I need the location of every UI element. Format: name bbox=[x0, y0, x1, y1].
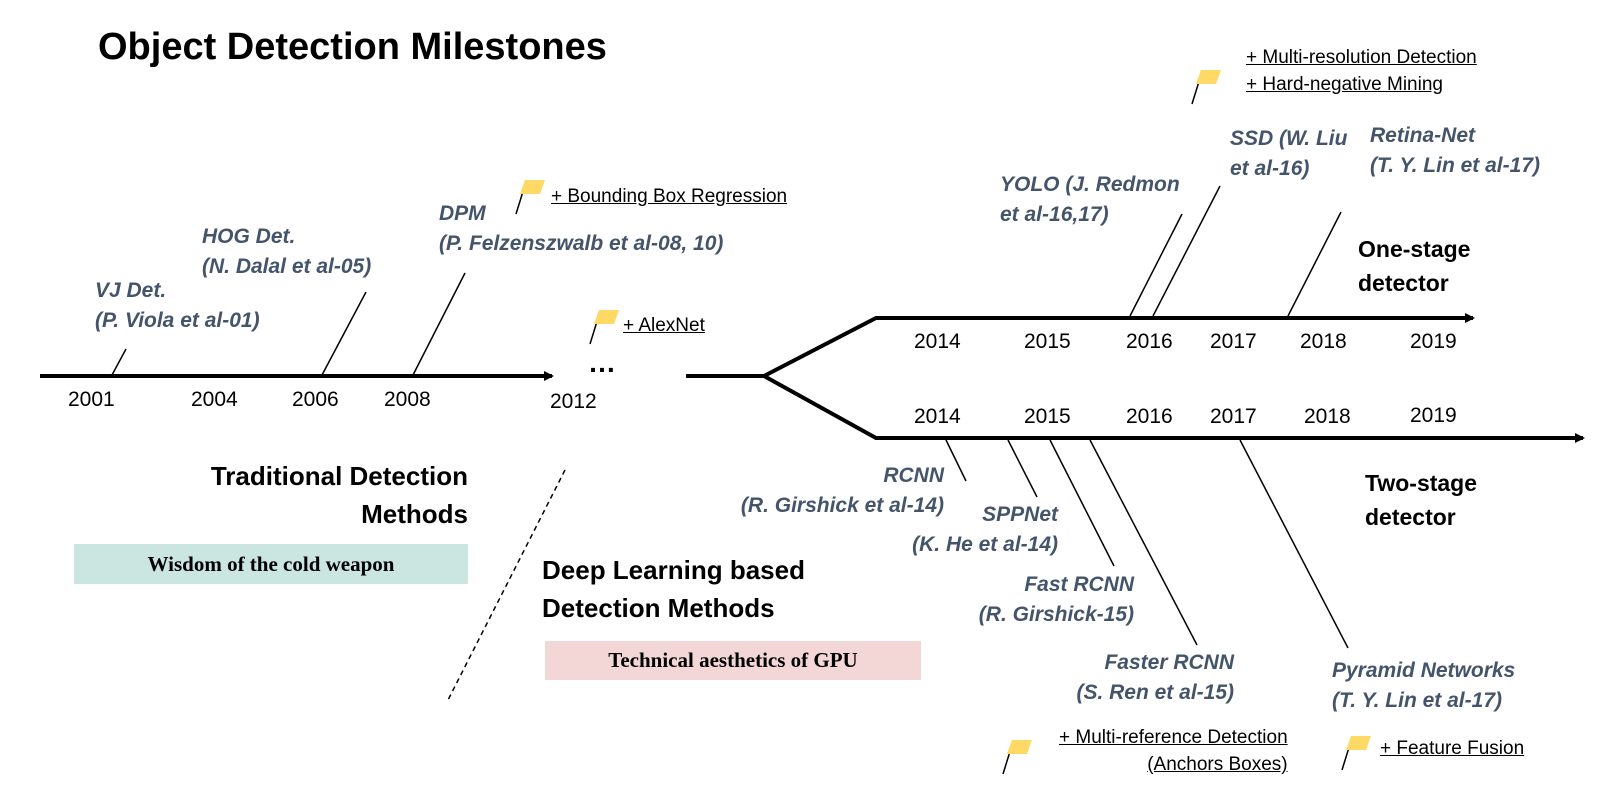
note-text: + Feature Fusion bbox=[1380, 738, 1525, 759]
note-text: + Multi-reference Detection bbox=[1059, 727, 1288, 748]
vj-connector bbox=[111, 348, 127, 376]
year-label: 2012 bbox=[550, 390, 597, 413]
one-stage-label: One-stage detector bbox=[1358, 232, 1470, 300]
detector-name: Pyramid Networks bbox=[1332, 659, 1516, 682]
detector-name: RCNN bbox=[883, 464, 944, 487]
year-label: 2017 bbox=[1210, 405, 1257, 428]
detector-ssd: SSD (W. Liu et al-16) bbox=[1230, 124, 1347, 184]
page-title: Object Detection Milestones bbox=[98, 26, 607, 68]
year-label: 2018 bbox=[1300, 330, 1347, 353]
detector-authors: et al-16) bbox=[1230, 157, 1310, 180]
detector-authors: (T. Y. Lin et al-17) bbox=[1332, 689, 1502, 712]
detector-dpm: DPM (P. Felzenszwalb et al-08, 10) bbox=[439, 199, 723, 259]
detector-name: SPPNet bbox=[982, 503, 1058, 526]
detector-vj: VJ Det. (P. Viola et al-01) bbox=[95, 276, 260, 336]
heading-line: Deep Learning based bbox=[542, 555, 805, 585]
heading-line: Detection Methods bbox=[542, 593, 775, 623]
stage-label-line: detector bbox=[1365, 504, 1456, 530]
flag-icon bbox=[515, 180, 545, 215]
ellipsis: … bbox=[588, 347, 617, 378]
detector-name: VJ Det. bbox=[95, 279, 167, 302]
deep-learning-tagline: Technical aesthetics of GPU bbox=[545, 641, 921, 680]
detector-rcnn: RCNN (R. Girshick et al-14) bbox=[700, 461, 944, 521]
note-text: + Multi-resolution Detection bbox=[1246, 47, 1477, 68]
traditional-heading: Traditional Detection Methods bbox=[150, 457, 468, 533]
note-alexnet: + AlexNet bbox=[623, 312, 705, 339]
ssd-connector bbox=[1152, 185, 1221, 317]
flag-icon bbox=[589, 310, 619, 345]
detector-name: Faster RCNN bbox=[1104, 651, 1234, 674]
flag-icon bbox=[1341, 736, 1371, 771]
detector-name: Fast RCNN bbox=[1024, 573, 1134, 596]
note-feature-fusion: + Feature Fusion bbox=[1380, 735, 1524, 762]
two-stage-label: Two-stage detector bbox=[1365, 466, 1477, 534]
detector-hog: HOG Det. (N. Dalal et al-05) bbox=[202, 222, 371, 282]
deep-learning-heading: Deep Learning based Detection Methods bbox=[542, 551, 805, 627]
note-multi-resolution: + Multi-resolution Detection + Hard-nega… bbox=[1246, 44, 1477, 98]
year-label: 2014 bbox=[914, 405, 961, 428]
detector-name: HOG Det. bbox=[202, 225, 296, 248]
detector-name: DPM bbox=[439, 202, 486, 225]
year-label: 2006 bbox=[292, 388, 339, 411]
detector-retina-net: Retina-Net (T. Y. Lin et al-17) bbox=[1370, 121, 1540, 181]
year-label: 2018 bbox=[1304, 405, 1351, 428]
note-bbox-regression: + Bounding Box Regression bbox=[551, 183, 787, 210]
year-label: 2019 bbox=[1410, 330, 1457, 353]
year-label: 2017 bbox=[1210, 330, 1257, 353]
detector-authors: (P. Felzenszwalb et al-08, 10) bbox=[439, 232, 724, 255]
flag-icon bbox=[1002, 740, 1032, 775]
detector-authors: (P. Viola et al-01) bbox=[95, 309, 260, 332]
stage-label-line: detector bbox=[1358, 270, 1449, 296]
era-divider bbox=[447, 469, 566, 701]
year-label: 2004 bbox=[191, 388, 238, 411]
detector-name: YOLO (J. Redmon bbox=[1000, 173, 1180, 196]
heading-line: Methods bbox=[361, 499, 468, 529]
year-label: 2014 bbox=[914, 330, 961, 353]
one-stage-branch-arrow bbox=[763, 313, 1475, 378]
fast-rcnn-connector bbox=[1049, 439, 1115, 567]
detector-yolo: YOLO (J. Redmon et al-16,17) bbox=[1000, 170, 1180, 230]
two-stage-branch-arrow bbox=[763, 374, 1585, 443]
note-text: + Bounding Box Regression bbox=[551, 186, 788, 207]
detector-name: Retina-Net bbox=[1370, 124, 1476, 147]
detector-authors: (R. Girshick-15) bbox=[978, 603, 1134, 626]
detector-authors: (K. He et al-14) bbox=[912, 533, 1058, 556]
dpm-connector bbox=[412, 272, 466, 376]
rcnn-connector bbox=[945, 439, 967, 482]
detector-authors: (T. Y. Lin et al-17) bbox=[1370, 154, 1540, 177]
note-multi-reference: + Multi-reference Detection (Anchors Box… bbox=[1059, 724, 1288, 778]
stage-label-line: Two-stage bbox=[1365, 470, 1478, 496]
year-label: 2019 bbox=[1410, 404, 1457, 427]
sppnet-connector bbox=[1007, 439, 1038, 498]
detector-sppnet: SPPNet (K. He et al-14) bbox=[860, 500, 1058, 560]
flag-icon bbox=[1191, 70, 1221, 105]
hog-connector bbox=[321, 291, 367, 376]
year-label: 2016 bbox=[1126, 405, 1173, 428]
detector-authors: (R. Girshick et al-14) bbox=[740, 494, 944, 517]
yolo-connector bbox=[1129, 213, 1183, 317]
note-text: + Hard-negative Mining bbox=[1246, 74, 1443, 95]
stage-label-line: One-stage bbox=[1358, 236, 1471, 262]
year-label: 2016 bbox=[1126, 330, 1173, 353]
note-text: (Anchors Boxes) bbox=[1147, 754, 1288, 775]
year-label: 2015 bbox=[1024, 405, 1071, 428]
heading-line: Traditional Detection bbox=[210, 461, 468, 491]
fpn-connector bbox=[1239, 439, 1349, 649]
detector-name: SSD (W. Liu bbox=[1230, 127, 1348, 150]
detector-authors: (N. Dalal et al-05) bbox=[202, 255, 372, 278]
faster-rcnn-connector bbox=[1089, 439, 1198, 646]
year-label: 2008 bbox=[384, 388, 431, 411]
year-label: 2001 bbox=[68, 388, 115, 411]
note-text: + AlexNet bbox=[623, 315, 705, 336]
detector-authors: et al-16,17) bbox=[1000, 203, 1109, 226]
detector-authors: (S. Ren et al-15) bbox=[1076, 681, 1234, 704]
traditional-tagline: Wisdom of the cold weapon bbox=[74, 544, 468, 584]
year-label: 2015 bbox=[1024, 330, 1071, 353]
detector-faster-rcnn: Faster RCNN (S. Ren et al-15) bbox=[1010, 648, 1234, 708]
retina-connector bbox=[1287, 211, 1342, 317]
detector-pyramid-networks: Pyramid Networks (T. Y. Lin et al-17) bbox=[1332, 656, 1515, 716]
detector-fast-rcnn: Fast RCNN (R. Girshick-15) bbox=[930, 570, 1134, 630]
